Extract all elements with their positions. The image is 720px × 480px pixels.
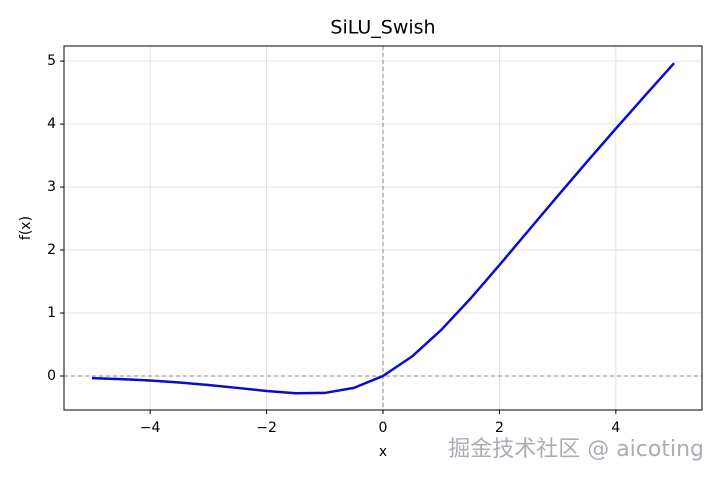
x-tick-label: −4 — [140, 420, 161, 436]
y-tick-label: 5 — [47, 53, 56, 69]
x-tick-label: 2 — [495, 420, 504, 436]
x-tick-label: −2 — [256, 420, 277, 436]
plot-frame — [63, 45, 703, 411]
y-tick-label: 4 — [47, 116, 56, 132]
chart-title: SiLU_Swish — [330, 17, 435, 39]
y-axis-label: f(x) — [18, 216, 34, 240]
x-tick-label: 4 — [611, 420, 620, 436]
data-line — [91, 62, 675, 395]
x-tick-label: 0 — [379, 420, 388, 436]
x-axis-label: x — [379, 444, 387, 460]
y-tick-label: 3 — [47, 179, 56, 195]
y-tick-label: 0 — [47, 368, 56, 384]
watermark: 掘金技术社区 @ aicoting — [448, 437, 704, 462]
y-tick-label: 1 — [47, 305, 56, 321]
y-tick-label: 2 — [47, 242, 56, 258]
